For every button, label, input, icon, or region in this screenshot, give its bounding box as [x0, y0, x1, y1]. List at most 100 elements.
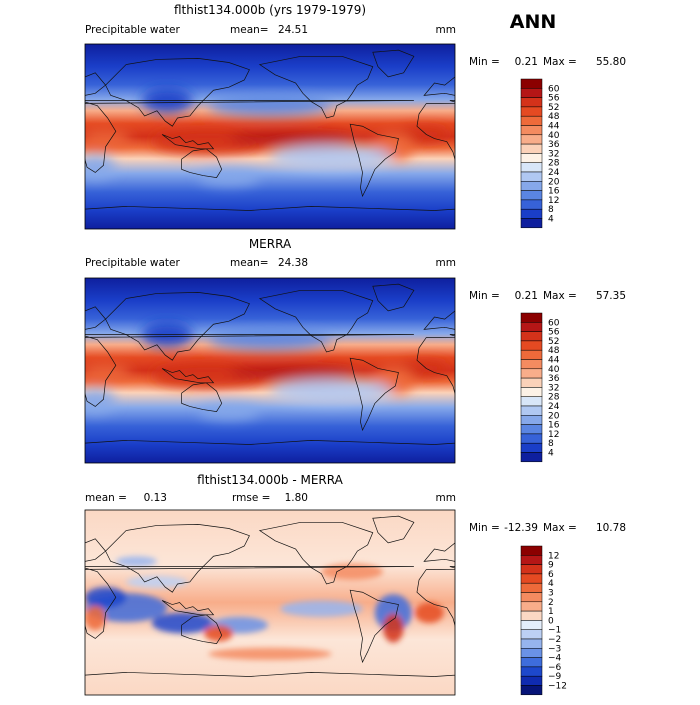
colorbar-label: 16	[548, 187, 560, 197]
min-label: Min =	[469, 522, 500, 534]
rmse-label: rmse =	[232, 492, 270, 504]
map-frame	[84, 43, 456, 230]
season-label: ANN	[510, 11, 557, 33]
colorbar-label: 28	[548, 159, 560, 169]
colorbar-label: 60	[548, 318, 560, 328]
colorbar-swatch	[520, 368, 543, 379]
colorbar-label: 20	[548, 411, 560, 421]
colorbar-label: 40	[548, 365, 560, 375]
mean-label: mean =	[85, 492, 127, 504]
colorbar-swatch	[520, 452, 543, 463]
colorbar-label: 44	[548, 356, 560, 366]
map-field	[85, 44, 455, 229]
colorbar-label: 4	[548, 449, 554, 459]
mean-value: 0.13	[144, 492, 167, 504]
colorbar-label: 4	[548, 579, 554, 589]
colorbar-swatch	[520, 648, 543, 658]
colorbar-swatch	[520, 97, 543, 108]
colorbar-swatch	[520, 573, 543, 584]
colorbar-label: −2	[548, 635, 561, 645]
max-value: 55.80	[596, 56, 626, 68]
map-field	[85, 510, 455, 695]
max-label: Max =	[543, 522, 577, 534]
colorbar-label: −4	[548, 654, 562, 664]
colorbar-swatch	[520, 405, 543, 416]
colorbar-swatch	[520, 601, 543, 612]
colorbar-label: 32	[548, 149, 559, 159]
colorbar-swatch	[520, 134, 543, 145]
colorbar-swatch	[520, 433, 543, 444]
units-label: mm	[436, 24, 456, 36]
colorbar-swatch	[520, 153, 543, 163]
mean-label: mean=	[230, 24, 269, 36]
max-label: Max =	[543, 56, 577, 68]
colorbar-label: 2	[548, 598, 554, 608]
colorbar-label: 36	[548, 374, 560, 384]
map-field	[85, 278, 455, 463]
variable-label: Precipitable water	[85, 257, 180, 269]
colorbar-label: 16	[548, 421, 560, 431]
colorbar-swatch	[520, 208, 543, 219]
colorbar-swatch	[520, 190, 543, 201]
min-value: -12.39	[504, 522, 538, 534]
colorbar-swatch	[520, 396, 543, 407]
colorbar-label: 0	[548, 616, 554, 626]
colorbar-label: 8	[548, 439, 554, 449]
mean-value: 24.38	[278, 257, 308, 269]
colorbar-label: −6	[548, 663, 562, 673]
colorbar-label: 20	[548, 177, 560, 187]
colorbar-swatch	[520, 442, 543, 453]
colorbar-label: 60	[548, 84, 560, 94]
colorbar-label: 12	[548, 551, 559, 561]
max-label: Max =	[543, 290, 577, 302]
colorbar-label: −12	[548, 682, 567, 692]
colorbar-swatch	[520, 125, 543, 136]
colorbar-swatch	[520, 171, 543, 182]
colorbar-swatch	[520, 582, 543, 593]
colorbar-swatch	[520, 349, 543, 360]
colorbar-swatch	[520, 143, 543, 154]
colorbar-label: 56	[548, 94, 560, 104]
colorbar-swatch	[520, 638, 543, 649]
colorbar-label: 56	[548, 328, 560, 338]
colorbar-swatch	[520, 629, 543, 640]
colorbar-label: 52	[548, 103, 559, 113]
max-value: 10.78	[596, 522, 626, 534]
panel-title: flthist134.000b (yrs 1979-1979)	[174, 3, 366, 17]
panel-3: flthist134.000b - MERRA mean = 0.13 rmse = 1…	[84, 473, 626, 696]
colorbar-label: 48	[548, 346, 560, 356]
colorbar-swatch	[520, 115, 543, 126]
colorbar-label: 1	[548, 607, 554, 617]
colorbar-swatch	[520, 106, 543, 117]
panel-1: flthist134.000b (yrs 1979-1979) Precipita…	[84, 3, 626, 230]
colorbar-label: 12	[548, 196, 559, 206]
colorbar-swatch	[520, 424, 543, 435]
colorbar-swatch	[520, 415, 543, 425]
colorbar-label: 12	[548, 430, 559, 440]
colorbar-label: 44	[548, 122, 560, 132]
colorbar-swatch	[520, 620, 543, 630]
colorbar-label: 52	[548, 337, 559, 347]
colorbar-swatch	[520, 162, 543, 173]
colorbar-label: −3	[548, 644, 561, 654]
colorbar-label: 3	[548, 589, 554, 599]
colorbar-label: 8	[548, 205, 554, 215]
colorbar-swatch	[520, 387, 543, 397]
min-value: 0.21	[515, 290, 538, 302]
mean-value: 24.51	[278, 24, 308, 36]
colorbar-swatch	[520, 322, 543, 332]
colorbar-swatch	[520, 657, 543, 668]
min-value: 0.21	[515, 56, 538, 68]
colorbar-label: 24	[548, 168, 560, 178]
colorbar-swatch	[520, 312, 543, 323]
colorbar-swatch	[520, 331, 543, 342]
colorbar-label: 9	[548, 561, 554, 571]
max-value: 57.35	[596, 290, 626, 302]
colorbar-swatch	[520, 675, 543, 686]
colorbar-label: 28	[548, 393, 560, 403]
colorbar-swatch	[520, 685, 543, 696]
units-label: mm	[436, 492, 456, 504]
